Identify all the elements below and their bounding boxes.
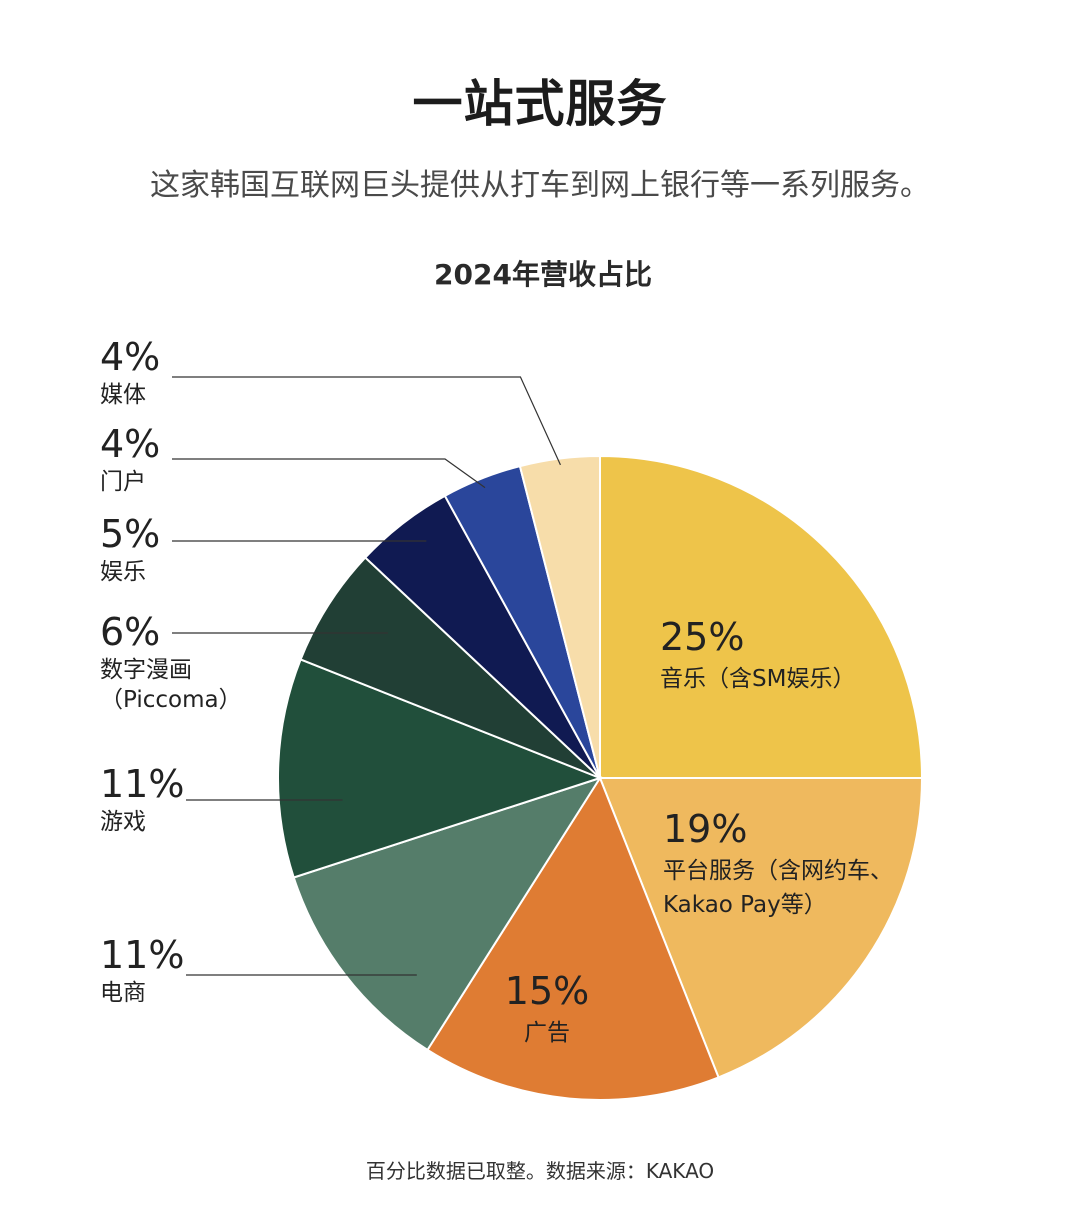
leader-line: [172, 458, 486, 489]
pie-slice: [277, 658, 603, 879]
slice-percent-label: 25%: [660, 615, 744, 659]
pie-slice: [599, 454, 924, 779]
slice-percent-label: 4%: [100, 335, 160, 379]
slice-percent-label: 11%: [100, 933, 184, 977]
slice-category-label: 平台服务（含网约车、: [663, 858, 893, 884]
slice-category-label: 媒体: [100, 382, 146, 408]
slice-percent-label: 4%: [100, 422, 160, 466]
slice-category-label: Kakao Pay等）: [663, 892, 827, 918]
slice-category-label: 娱乐: [100, 559, 146, 585]
slice-category-label: 电商: [100, 980, 146, 1006]
pie-slice: [598, 777, 924, 1079]
slice-percent-label: 19%: [663, 807, 747, 851]
page-subtitle: 这家韩国互联网巨头提供从打车到网上银行等一系列服务。: [150, 168, 930, 203]
pie-slice: [426, 775, 720, 1101]
slice-category-label: 游戏: [100, 809, 146, 835]
pie-slice: [299, 556, 601, 779]
slice-percent-label: 11%: [100, 762, 184, 806]
pie-slice: [518, 454, 601, 779]
chart-title: 2024年营收占比: [434, 258, 652, 291]
slice-percent-label: 15%: [505, 969, 589, 1013]
slice-percent-label: 6%: [100, 610, 160, 654]
pie-chart: 2024年营收占比 25% 音乐（含SM娱乐） 19% 平台服务（含网约车、 Kakao…: [100, 258, 924, 1101]
slice-category-label: 广告: [524, 1020, 570, 1046]
slice-category-label: 数字漫画: [100, 657, 192, 683]
slice-percent-label: 5%: [100, 512, 160, 556]
leader-line: [172, 376, 561, 466]
page-title: 一站式服务: [412, 75, 668, 133]
source-footnote: 百分比数据已取整。数据来源：KAKAO: [365, 1159, 715, 1183]
slice-category-label: 门户: [100, 469, 146, 495]
slice-category-label: 音乐（含SM娱乐）: [660, 666, 855, 692]
slice-category-label: （Piccoma）: [100, 687, 242, 713]
